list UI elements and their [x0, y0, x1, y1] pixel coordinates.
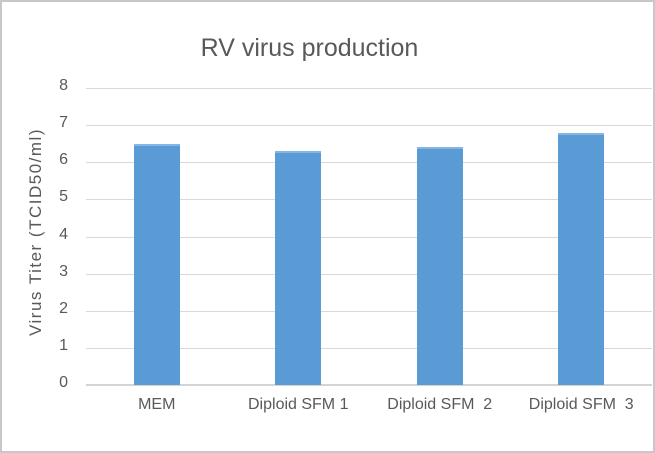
y-tick-label: 8 — [59, 77, 68, 94]
y-axis-tick-labels: 0 1 2 3 4 5 6 7 8 — [2, 77, 68, 391]
bar-diploid-sfm-3 — [558, 132, 605, 385]
gridline — [86, 199, 652, 201]
y-tick-label: 0 — [59, 374, 68, 391]
gridline — [86, 88, 652, 89]
x-axis-category-label: Diploid SFM 2 — [387, 396, 493, 413]
x-axis-line — [86, 384, 652, 386]
x-axis-category-label: Diploid SFM 3 — [528, 396, 634, 413]
gridline — [86, 273, 652, 275]
y-tick-label: 1 — [59, 336, 68, 354]
bar-diploid-sfm-1 — [275, 151, 322, 385]
x-axis-labels: MEM Diploid SFM 1 Diploid SFM 2 Diploid SFM… — [86, 396, 652, 414]
bar-diploid-sfm-2 — [416, 147, 463, 385]
gridline — [86, 310, 652, 312]
y-tick-label: 2 — [59, 299, 68, 317]
y-tick-label: 6 — [59, 151, 68, 169]
y-tick-label: 7 — [59, 114, 68, 132]
y-tick-label: 3 — [59, 262, 68, 280]
plot-area — [86, 88, 652, 386]
bar-mem — [133, 143, 180, 385]
gridline — [86, 162, 652, 164]
y-tick-label: 4 — [59, 225, 68, 243]
x-axis-category-label: Diploid SFM 1 — [248, 396, 349, 413]
chart-title: RV virus production — [200, 34, 419, 62]
gridline — [86, 236, 652, 238]
y-tick-label: 5 — [59, 188, 68, 206]
gridline — [86, 347, 652, 349]
x-axis-category-label: MEM — [138, 396, 176, 413]
gridline — [86, 125, 652, 127]
